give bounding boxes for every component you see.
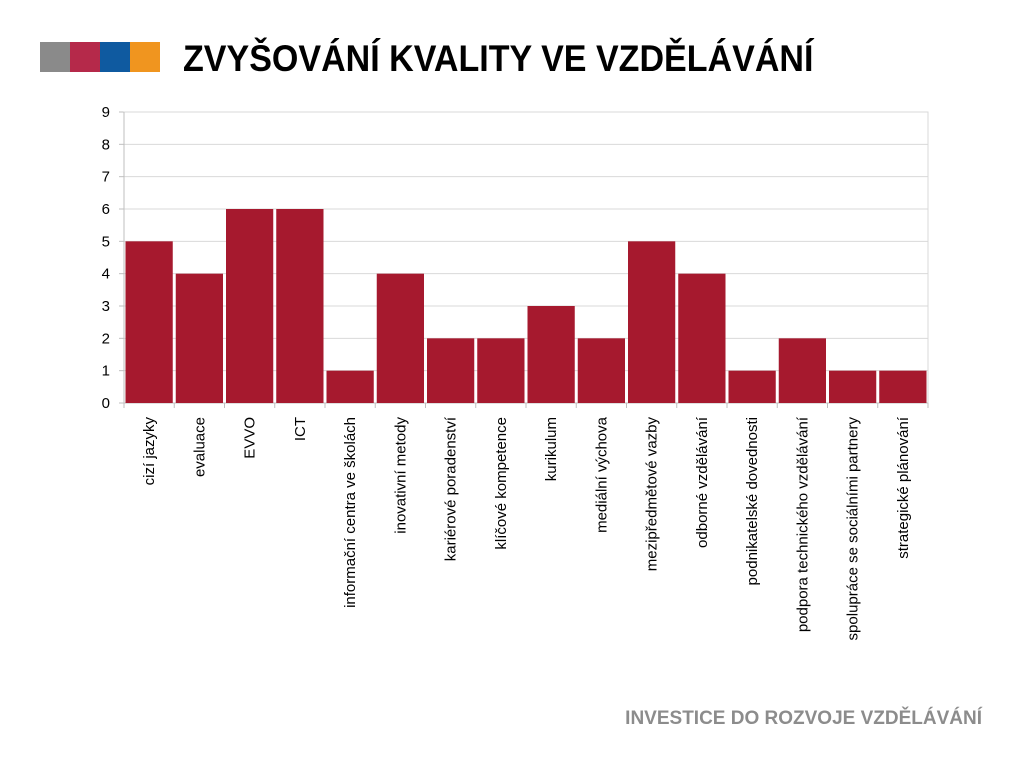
y-tick-label: 2 <box>102 330 110 347</box>
x-category-label: cizí jazyky <box>141 417 158 486</box>
x-category-label: EVVO <box>242 417 259 459</box>
x-category-label: ICT <box>292 417 309 441</box>
x-category-label: evaluace <box>191 417 208 477</box>
logo-square-gray <box>40 42 70 72</box>
bar <box>879 370 927 403</box>
bar <box>829 370 877 403</box>
bar <box>175 273 223 403</box>
x-category-label: informační centra ve školách <box>342 417 359 608</box>
y-tick-label: 6 <box>102 201 110 218</box>
logo-square-orange <box>130 42 160 72</box>
bar <box>628 241 676 403</box>
y-tick-label: 1 <box>102 363 110 380</box>
y-tick-label: 4 <box>102 266 110 283</box>
x-category-label: strategické plánování <box>895 416 912 559</box>
bar <box>376 273 424 403</box>
bar <box>728 370 776 403</box>
bar <box>427 338 475 403</box>
x-category-label: klíčové kompetence <box>493 417 510 550</box>
bar <box>577 338 625 403</box>
bar <box>125 241 173 403</box>
x-category-label: mezipředmětové vazby <box>644 417 661 572</box>
bar <box>326 370 374 403</box>
x-category-label: inovativní metody <box>392 417 409 534</box>
x-category-label: kariérové poradenství <box>443 416 460 561</box>
y-tick-label: 9 <box>102 104 110 121</box>
y-tick-label: 0 <box>102 395 110 412</box>
logo-square-blue <box>100 42 130 72</box>
y-tick-label: 5 <box>102 233 110 250</box>
x-category-label: podnikatelské dovednosti <box>744 417 761 585</box>
logo-square-red <box>70 42 100 72</box>
bar <box>678 273 726 403</box>
x-category-label: kurikulum <box>543 417 560 481</box>
x-category-label: podpora technického vzdělávání <box>794 416 811 632</box>
page-title: ZVYŠOVÁNÍ KVALITY VE VZDĚLÁVÁNÍ <box>183 38 814 79</box>
y-tick-label: 8 <box>102 136 110 153</box>
bar <box>477 338 525 403</box>
bar <box>527 306 575 403</box>
bar <box>226 209 274 403</box>
y-tick-label: 7 <box>102 169 110 186</box>
x-category-label: odborné vzdělávání <box>694 416 711 548</box>
bar <box>778 338 826 403</box>
x-category-label: mediální výchova <box>593 416 610 533</box>
logo <box>40 42 160 72</box>
y-tick-label: 3 <box>102 298 110 315</box>
x-category-label: spolupráce se sociálními partnery <box>845 417 862 641</box>
footer-text: INVESTICE DO ROZVOJE VZDĚLÁVÁNÍ <box>625 708 982 729</box>
bar <box>276 209 324 403</box>
